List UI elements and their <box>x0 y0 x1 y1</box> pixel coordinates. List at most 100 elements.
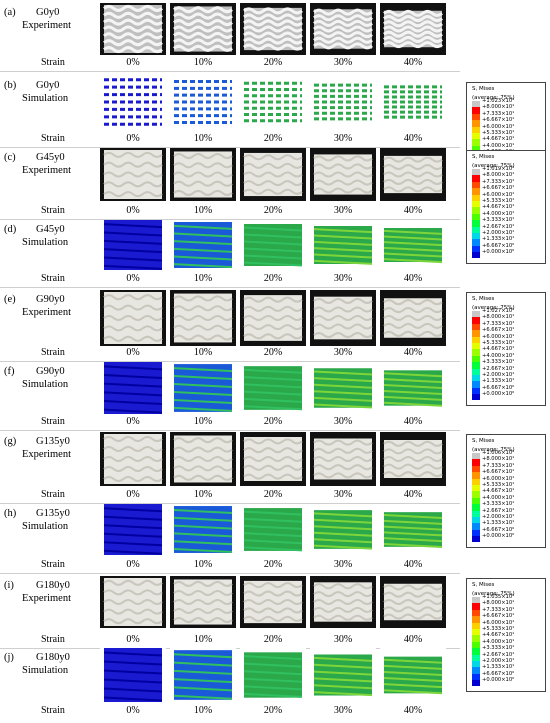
legend-value: +4.000×10¹ <box>482 142 515 149</box>
panel-letter: (d) <box>4 224 17 235</box>
panel-letter: (e) <box>4 294 16 305</box>
legend-value: +6.000×10¹ <box>482 333 515 340</box>
color-swatch <box>472 622 480 629</box>
experiment-photo <box>100 148 166 201</box>
legend-value: +7.333×10¹ <box>482 320 515 327</box>
strain-value: 10% <box>193 634 213 645</box>
color-swatch <box>472 491 480 498</box>
legend-value: +0.000×10⁰ <box>482 677 515 684</box>
color-scale <box>472 311 480 401</box>
color-swatch <box>472 207 480 214</box>
experiment-photo <box>170 290 236 346</box>
color-swatch <box>472 245 480 253</box>
color-swatch <box>472 239 480 246</box>
color-swatch <box>472 660 480 668</box>
legend-value: +4.667×10¹ <box>482 632 515 639</box>
strain-value: 0% <box>126 634 140 645</box>
legend-value: +2.000×10¹ <box>482 229 515 236</box>
color-swatch <box>472 641 480 649</box>
color-swatch <box>472 113 480 121</box>
strain-value: 20% <box>263 634 283 645</box>
legend-value: +6.667×10¹ <box>482 117 515 124</box>
strain-value: 20% <box>263 347 283 358</box>
legend-value: +6.667×10¹ <box>482 327 515 334</box>
color-swatch <box>472 536 480 543</box>
legend-value: +0.000×10⁰ <box>482 533 515 540</box>
strain-value: 10% <box>193 273 213 284</box>
legend-value: +4.000×10¹ <box>482 494 515 501</box>
color-swatch <box>472 673 480 681</box>
legend-subtitle: (average: 75%) <box>472 305 515 311</box>
color-swatch <box>472 317 480 324</box>
strain-value: 20% <box>263 705 283 716</box>
color-swatch <box>472 648 480 655</box>
legend-value: +7.333×10¹ <box>482 178 515 185</box>
legend-value: +4.667×10¹ <box>482 204 515 211</box>
strain-label: Strain <box>41 705 65 716</box>
legend-value: +5.333×10¹ <box>482 481 515 488</box>
strain-value: 20% <box>263 559 283 570</box>
strain-value: 30% <box>333 634 353 645</box>
legend-subtitle: (average: 75%) <box>472 95 515 101</box>
color-swatch <box>472 181 480 189</box>
panel-kind: Simulation <box>22 379 69 390</box>
legend-max: +1.027×10² <box>482 308 515 314</box>
color-swatch <box>472 453 480 460</box>
panel-letter: (c) <box>4 152 16 163</box>
divider <box>0 71 460 72</box>
color-swatch <box>472 362 480 369</box>
strain-value: 30% <box>333 416 353 427</box>
simulation-contour <box>170 220 236 270</box>
color-scale <box>472 597 480 687</box>
legend-value: +6.667×10¹ <box>482 469 515 476</box>
panel-kind: Experiment <box>22 307 71 318</box>
legend-title: S, Mises <box>472 86 495 92</box>
strain-label: Strain <box>41 57 65 68</box>
color-swatch <box>472 516 480 524</box>
simulation-contour <box>100 76 166 128</box>
color-swatch <box>472 635 480 642</box>
experiment-photo <box>380 576 446 628</box>
color-swatch <box>472 603 480 610</box>
color-swatch <box>472 394 480 401</box>
stress-legend: S, Mises (average: 75%) +1.019×10² +8.000×1… <box>466 150 546 264</box>
color-swatch <box>472 680 480 687</box>
color-swatch <box>472 597 480 604</box>
strain-value: 0% <box>126 559 140 570</box>
strain-label: Strain <box>41 205 65 216</box>
simulation-contour <box>170 648 236 702</box>
color-swatch <box>472 220 480 227</box>
strain-row: Strain 0% 10% 20% 30% 40% <box>0 704 460 718</box>
strain-value: 10% <box>193 489 213 500</box>
experiment-photo <box>170 432 236 486</box>
color-swatch <box>472 226 480 233</box>
simulation-contour <box>100 362 166 414</box>
strain-value: 0% <box>126 347 140 358</box>
legend-value: +1.333×10¹ <box>482 378 515 385</box>
legend-value: +6.000×10¹ <box>482 123 515 130</box>
strain-row: Strain 0% 10% 20% 30% 40% <box>0 488 460 502</box>
panel-kind: Experiment <box>22 593 71 604</box>
strain-value: 10% <box>193 133 213 144</box>
strain-row: Strain 0% 10% 20% 30% 40% <box>0 272 460 286</box>
strain-label: Strain <box>41 133 65 144</box>
strain-value: 40% <box>403 489 423 500</box>
legend-value: +0.000×10⁰ <box>482 249 515 256</box>
color-swatch <box>472 510 480 517</box>
color-swatch <box>472 667 480 674</box>
strain-value: 20% <box>263 273 283 284</box>
panel-label: (h) G135y0 Simulation <box>4 507 70 533</box>
simulation-contour <box>310 220 376 270</box>
legend-value: +6.667×10⁰ <box>482 670 515 677</box>
simulation-contour <box>240 362 306 414</box>
simulation-contour <box>310 504 376 555</box>
panel-kind: Experiment <box>22 20 71 31</box>
simulation-contour <box>310 362 376 414</box>
simulation-contour <box>240 648 306 702</box>
simulation-contour <box>310 76 376 128</box>
legend-value: +7.333×10¹ <box>482 462 515 469</box>
legend-value: +6.667×10⁰ <box>482 384 515 391</box>
color-swatch <box>472 387 480 395</box>
strain-value: 20% <box>263 416 283 427</box>
strain-value: 30% <box>333 57 353 68</box>
